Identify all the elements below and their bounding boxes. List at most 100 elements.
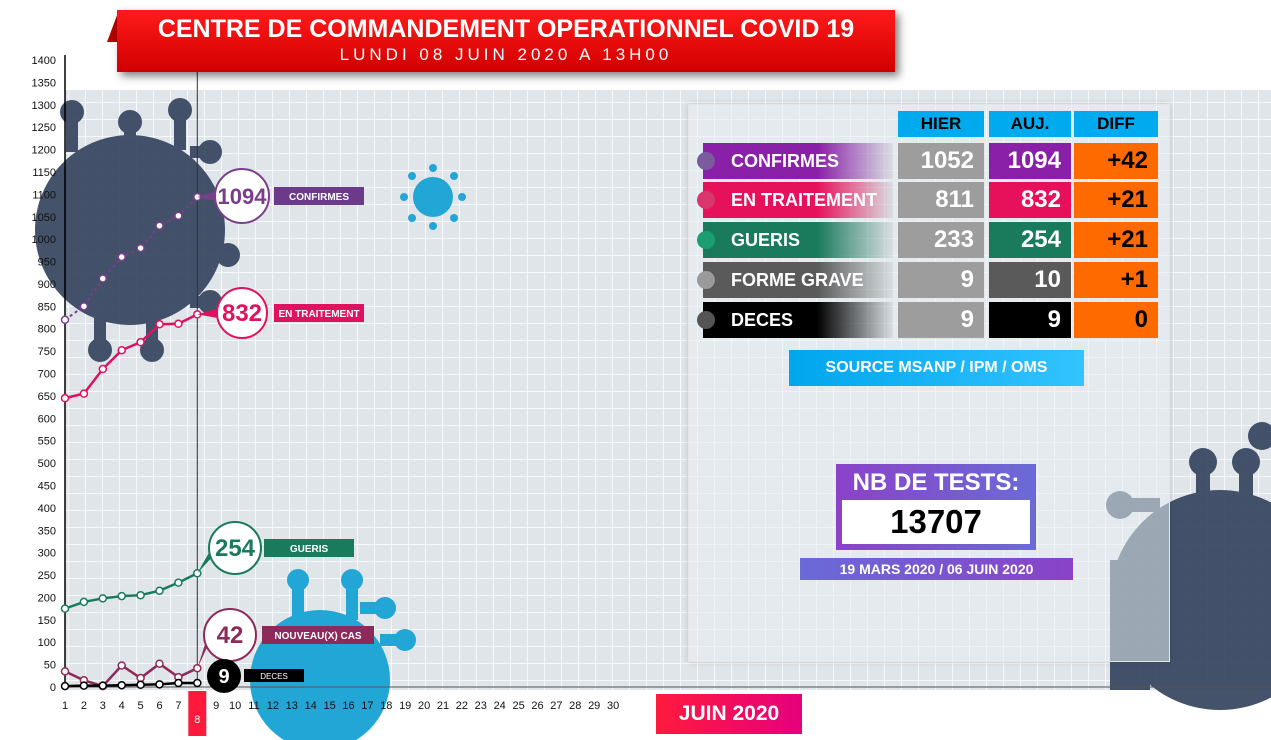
data-point-nouveaux [155,659,164,668]
value-bubble-en_traitement [216,287,268,339]
y-tick-label: 1000 [32,234,56,246]
x-tick-label: 23 [475,700,487,712]
y-tick-label: 1300 [32,100,56,112]
y-tick-label: 1350 [32,77,56,89]
x-tick-label: 5 [138,700,144,712]
value-bubble-deces [207,659,241,693]
y-tick-label: 0 [50,682,56,694]
bullet-icon [697,231,715,249]
data-point-en_traitement [155,319,164,329]
virus-illustration-large [35,98,240,362]
data-point-confirmes [174,211,183,221]
data-point-deces [60,681,70,691]
data-point-confirmes [98,274,108,283]
row-label: FORME GRAVE [697,262,893,298]
x-tick-label: 9 [213,700,219,712]
series-tag-en_traitement [274,304,364,322]
data-point-deces [136,680,145,690]
data-point-en_traitement [79,389,89,398]
data-point-gueris [136,590,145,600]
x-tick-label: 15 [323,700,335,712]
data-point-confirmes [79,302,89,311]
data-point-deces [98,681,108,690]
cell-diff: +21 [1074,222,1158,258]
data-point-gueris [155,586,164,595]
header-diff: DIFF [1074,111,1158,137]
month-label: JUIN 2020 [656,694,802,734]
y-tick-label: 550 [38,436,56,448]
x-tick-label: 20 [418,700,430,712]
y-tick-label: 150 [38,615,56,627]
value-bubble-gueris [208,521,262,575]
data-point-gueris [79,597,89,607]
x-tick-label: 4 [119,700,125,712]
y-tick-label: 850 [38,301,56,313]
data-point-gueris [60,604,70,613]
series-name-en_traitement: EN TRAITEMENT [278,309,359,320]
data-point-deces [79,681,89,690]
value-label-confirmes: 1094 [218,184,268,209]
data-point-deces [174,678,183,688]
cell-diff: +21 [1074,182,1158,218]
cell-auj: 10 [989,262,1071,298]
series-tag-gueris [264,539,354,557]
cell-auj: 9 [989,302,1071,338]
y-tick-label: 250 [38,570,56,582]
y-tick-label: 650 [38,391,56,403]
cell-hier: 1052 [898,143,984,179]
cell-auj: 254 [989,222,1071,258]
series-tag-confirmes [274,187,364,205]
row-label: GUERIS [697,222,893,258]
data-point-gueris [98,594,108,603]
tests-box: NB DE TESTS: 13707 [836,464,1036,550]
cell-diff: +42 [1074,143,1158,179]
page-subtitle: LUNDI 08 JUIN 2020 A 13H00 [339,45,673,64]
y-tick-label: 1250 [32,122,56,134]
x-tick-label: 2 [81,700,87,712]
value-label-gueris: 254 [215,535,256,562]
row-label-text: DECES [731,310,794,330]
current-day-marker [188,691,207,736]
tests-label: NB DE TESTS: [852,469,1020,496]
y-tick-label: 950 [38,257,56,269]
data-point-en_traitement [136,337,145,347]
series-name-confirmes: CONFIRMES [289,192,349,203]
data-point-confirmes [155,221,164,230]
y-tick-label: 450 [38,480,56,492]
y-tick-label: 300 [38,548,56,560]
bullet-icon [697,152,715,170]
row-label: DECES [697,302,893,338]
x-tick-label: 17 [361,700,373,712]
y-tick-label: 700 [38,369,56,381]
y-tick-label: 100 [38,637,56,649]
data-point-nouveaux [60,667,70,676]
series-name-gueris: GUERIS [290,544,329,555]
x-tick-label: 25 [512,700,524,712]
x-tick-label: 18 [380,700,392,712]
y-tick-label: 1100 [32,189,56,201]
tests-value: 13707 [842,500,1030,544]
x-tick-label: 7 [175,700,181,712]
data-point-confirmes [136,243,145,253]
y-tick-label: 750 [38,346,56,358]
x-tick-label: 30 [607,700,619,712]
data-point-gueris [174,578,183,587]
value-bubble-confirmes [214,168,270,224]
x-tick-label: 26 [531,700,543,712]
data-point-en_traitement [174,319,183,329]
row-label: CONFIRMES [697,143,893,179]
data-point-nouveaux [117,661,126,670]
y-tick-label: 1150 [32,167,56,179]
y-tick-label: 400 [38,503,56,515]
data-point-gueris [117,591,126,601]
data-point-en_traitement [117,345,126,355]
title-accent [107,10,119,42]
series-tag-nouveaux [262,626,374,644]
x-tick-label: 3 [100,700,106,712]
bullet-icon [697,311,715,329]
page-title: CENTRE DE COMMANDEMENT OPERATIONNEL COVI… [157,15,855,43]
x-tick-label: 16 [342,700,354,712]
bubble-pointer-gueris [197,542,215,574]
x-tick-label: 21 [437,700,449,712]
